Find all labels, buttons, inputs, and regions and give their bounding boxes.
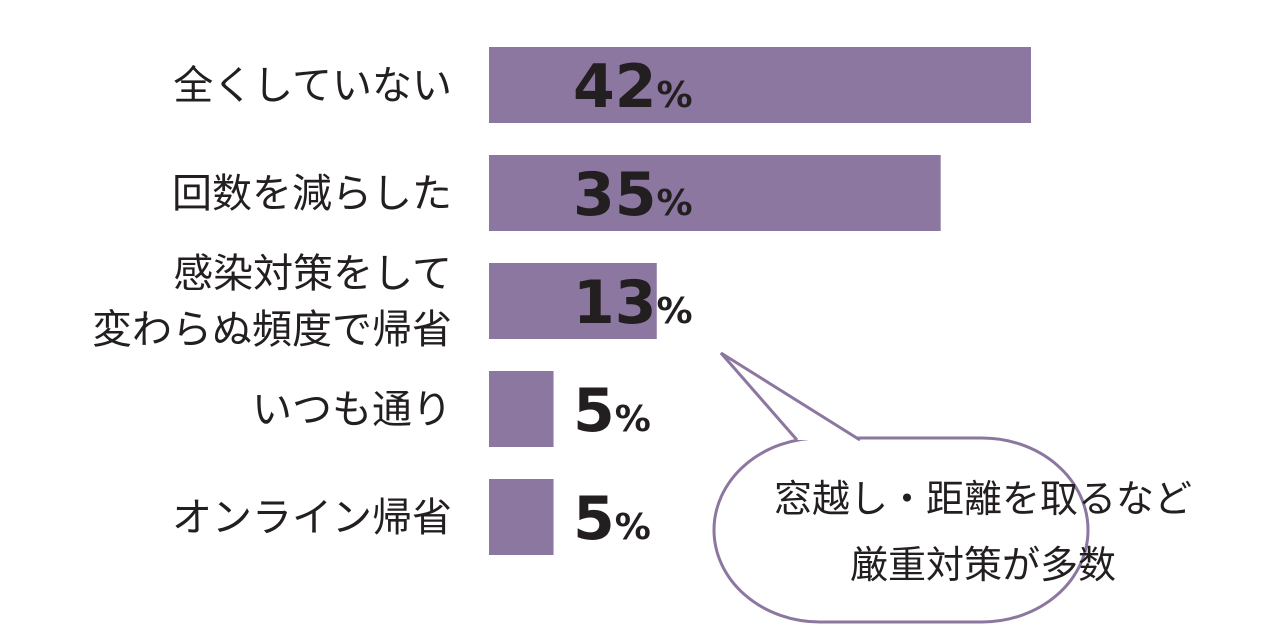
- value-number-5: 5: [573, 484, 615, 554]
- bar-1: [489, 47, 1031, 123]
- callout-line-2: 厳重対策が多数: [850, 543, 1116, 587]
- category-label-2: 回数を減らした: [172, 171, 452, 217]
- value-label-5: 5%: [573, 484, 651, 554]
- value-label-2: 35%: [573, 160, 693, 230]
- value-unit-5: %: [615, 507, 651, 548]
- value-number-3: 13: [573, 268, 657, 338]
- callout-tail: [719, 351, 861, 442]
- value-label-4: 5%: [573, 376, 651, 446]
- value-number-4: 5: [573, 376, 615, 446]
- bar-2: [489, 155, 941, 231]
- value-number-2: 35: [573, 160, 657, 230]
- callout-bubble: 窓越し・距離を取るなど 厳重対策が多数: [712, 351, 1192, 624]
- category-label-3-line-2: 変わらぬ頻度で帰省: [92, 307, 452, 353]
- callout-shape: [712, 352, 1090, 624]
- bar-5: [489, 479, 554, 555]
- value-unit-1: %: [657, 75, 693, 116]
- category-label-3-line-1: 感染対策をして: [173, 251, 452, 297]
- value-unit-3: %: [657, 291, 693, 332]
- value-unit-2: %: [657, 183, 693, 224]
- category-label-4: いつも通り: [252, 387, 452, 433]
- value-label-1: 42%: [573, 52, 693, 122]
- value-label-3: 13%: [573, 268, 693, 338]
- callout-line-1: 窓越し・距離を取るなど: [774, 477, 1192, 521]
- bar-3: [489, 263, 657, 339]
- value-unit-4: %: [615, 399, 651, 440]
- category-label-5: オンライン帰省: [172, 495, 452, 541]
- category-label-1: 全くしていない: [173, 63, 452, 109]
- bar-4: [489, 371, 554, 447]
- value-number-1: 42: [573, 52, 657, 122]
